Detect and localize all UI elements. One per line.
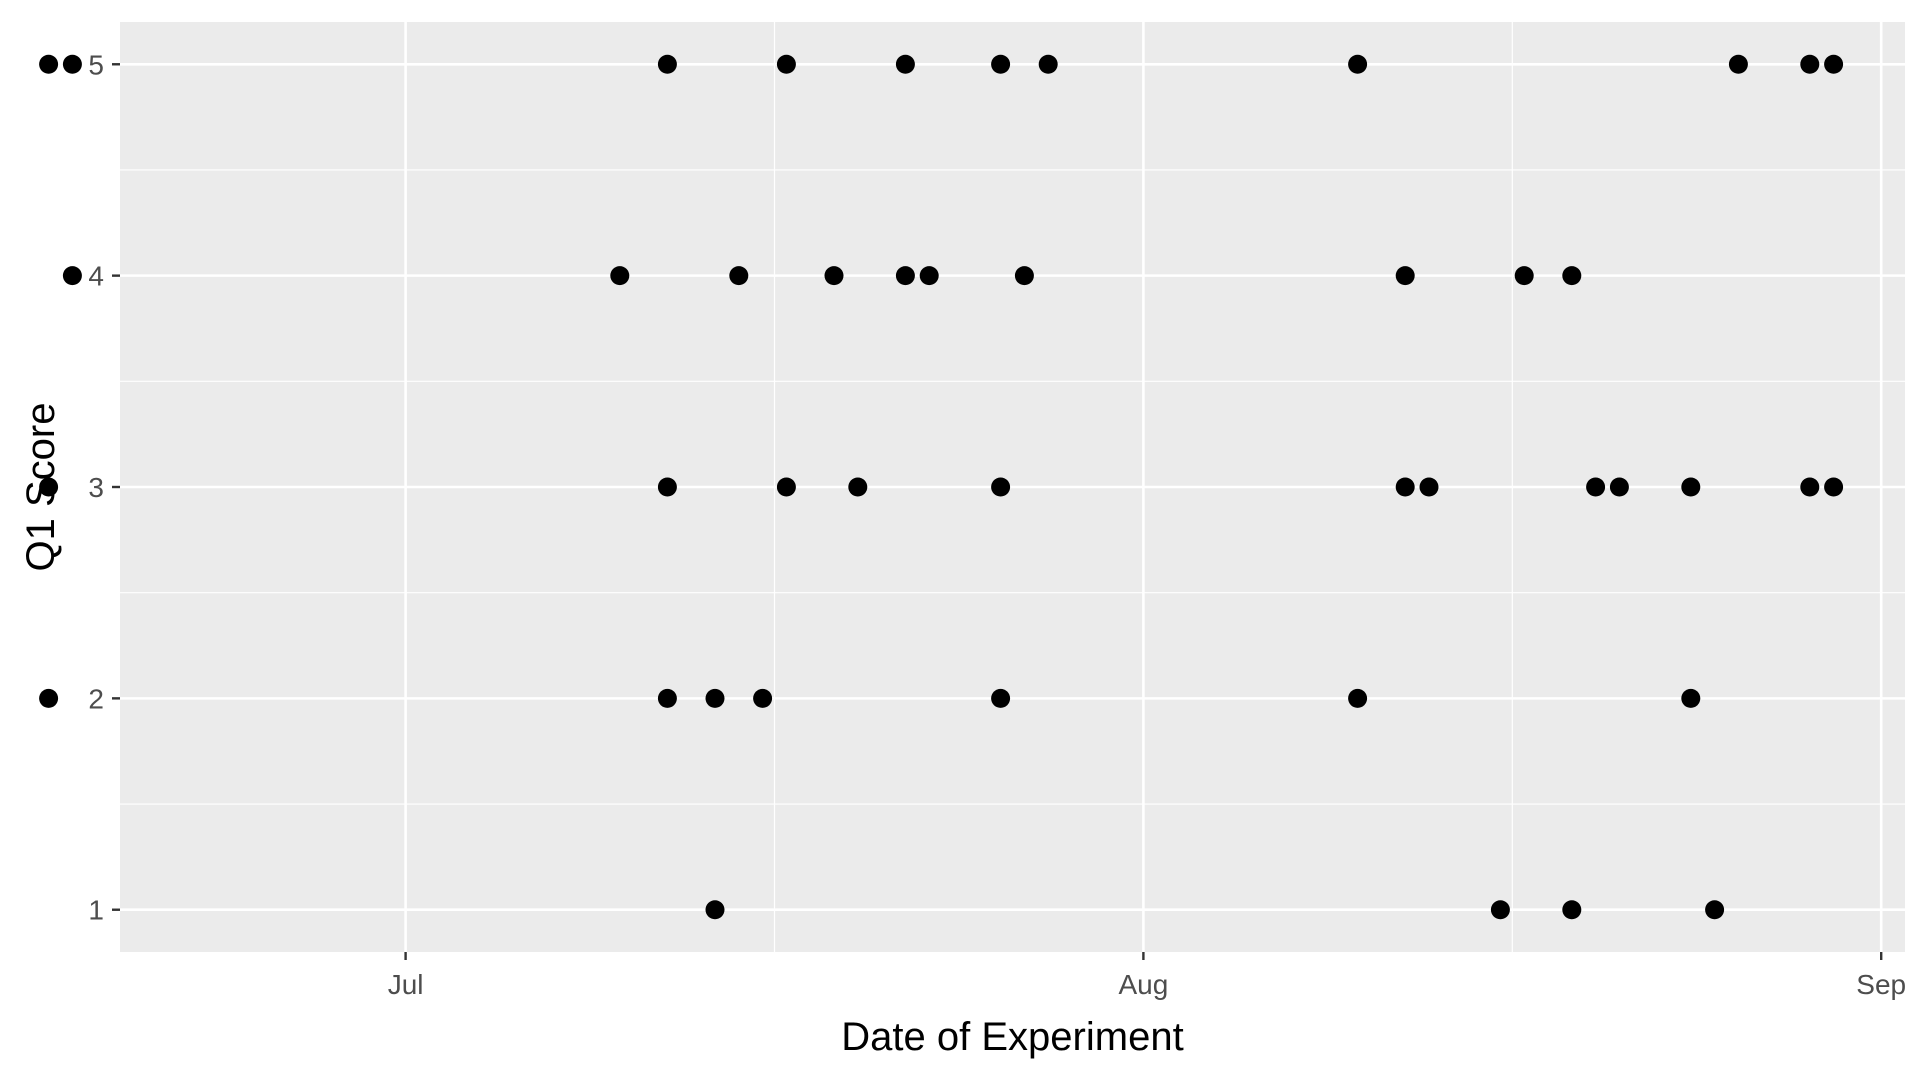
data-point [39, 688, 59, 708]
data-point [895, 54, 915, 74]
data-point [1562, 266, 1582, 286]
data-point [39, 477, 59, 497]
data-point [919, 266, 939, 286]
data-point [1490, 900, 1510, 920]
data-point [1800, 54, 1820, 74]
data-point [1395, 266, 1415, 286]
x-tick-labels: Jul Aug Sep [388, 969, 1906, 1000]
data-point [1395, 477, 1415, 497]
data-point [1348, 54, 1368, 74]
data-point [610, 266, 630, 286]
data-points [39, 54, 1844, 920]
data-point [657, 688, 677, 708]
axis-ticks [112, 63, 1883, 960]
y-tick-label: 5 [88, 49, 104, 80]
data-point [824, 266, 844, 286]
data-point [1609, 477, 1629, 497]
data-point [1705, 900, 1725, 920]
data-point [895, 266, 915, 286]
data-point [1038, 54, 1058, 74]
data-point [1419, 477, 1439, 497]
data-point [62, 54, 82, 74]
data-point [705, 688, 725, 708]
data-point [848, 477, 868, 497]
data-point [1681, 477, 1701, 497]
data-point [991, 54, 1011, 74]
data-point [1562, 900, 1582, 920]
data-point [991, 477, 1011, 497]
data-point [776, 54, 796, 74]
y-tick-label: 2 [88, 683, 104, 714]
data-point [753, 688, 773, 708]
data-point [1586, 477, 1606, 497]
y-tick-label: 4 [88, 261, 104, 292]
data-point [1014, 266, 1034, 286]
data-point [705, 900, 725, 920]
data-point [657, 54, 677, 74]
x-tick-label: Sep [1856, 969, 1906, 1000]
data-point [1728, 54, 1748, 74]
y-axis-title: Q1 Score [19, 403, 63, 572]
y-tick-label: 3 [88, 472, 104, 503]
data-point [991, 688, 1011, 708]
y-tick-labels: 1 2 3 4 5 [88, 49, 104, 925]
data-point [39, 54, 59, 74]
y-tick-label: 1 [88, 895, 104, 926]
data-point [1514, 266, 1534, 286]
data-point [1800, 477, 1820, 497]
data-point [657, 477, 677, 497]
x-axis-title: Date of Experiment [841, 1015, 1183, 1059]
data-point [729, 266, 749, 286]
data-point [1348, 688, 1368, 708]
major-gridlines [120, 22, 1905, 952]
data-point [1824, 54, 1844, 74]
data-point [1824, 477, 1844, 497]
data-point [1681, 688, 1701, 708]
data-point [62, 266, 82, 286]
data-point [776, 477, 796, 497]
x-tick-label: Jul [388, 969, 424, 1000]
x-tick-label: Aug [1118, 969, 1168, 1000]
